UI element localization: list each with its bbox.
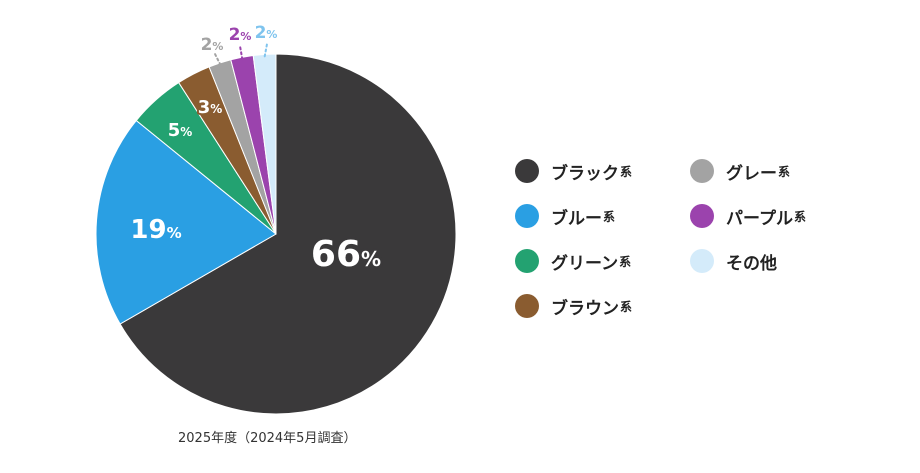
- chart-caption: 2025年度（2024年5月調査）: [178, 431, 357, 446]
- pie-label-black: 66%: [308, 232, 383, 278]
- leader-line-other: [263, 43, 268, 58]
- svg-text:5%: 5%: [168, 120, 193, 141]
- svg-text:2%: 2%: [229, 25, 252, 45]
- pie-label-brown: 3%: [196, 95, 225, 120]
- legend-swatch-other: [690, 249, 714, 273]
- pie-slice-blue: [95, 119, 277, 325]
- legend-suffix-brown: 系: [620, 299, 633, 314]
- legend-swatch-brown: [515, 294, 539, 318]
- svg-text:2%: 2%: [255, 23, 278, 43]
- legend-swatch-black: [515, 159, 539, 183]
- legend-swatch-blue: [515, 204, 539, 228]
- leader-line-gray: [214, 53, 222, 66]
- legend-swatch-purple: [690, 204, 714, 228]
- legend-label-brown: ブラウン: [551, 298, 619, 319]
- legend-label-blue: ブルー: [551, 208, 602, 229]
- legend-item-other: その他: [690, 243, 845, 279]
- legend-swatch-gray: [690, 159, 714, 183]
- leader-line-purple: [239, 45, 244, 61]
- pie-label-purple: 2%: [229, 25, 252, 45]
- svg-text:2%: 2%: [201, 35, 224, 55]
- legend-label-black: ブラック: [551, 163, 619, 184]
- svg-text:3%: 3%: [198, 97, 223, 118]
- legend-suffix-green: 系: [619, 254, 632, 269]
- legend-swatch-green: [515, 249, 539, 273]
- legend-item-black: ブラック系: [515, 153, 690, 189]
- svg-text:66%: 66%: [311, 234, 381, 275]
- legend-item-gray: グレー系: [690, 153, 845, 189]
- pie-slice-black: [119, 53, 457, 415]
- pie-label-blue: 19%: [128, 213, 183, 247]
- legend-suffix-blue: 系: [603, 209, 616, 224]
- legend-item-brown: ブラウン系: [515, 288, 690, 324]
- legend-suffix-purple: 系: [793, 209, 806, 224]
- legend-label-gray: グレー: [726, 163, 777, 184]
- legend-item-green: グリーン系: [515, 243, 690, 279]
- pie-label-gray: 2%: [201, 35, 224, 55]
- svg-text:19%: 19%: [130, 215, 181, 245]
- pie-label-green: 5%: [166, 118, 195, 143]
- legend-item-blue: ブルー系: [515, 198, 690, 234]
- legend-label-purple: パープル: [726, 208, 793, 229]
- legend-suffix-gray: 系: [778, 164, 791, 179]
- legend-label-green: グリーン: [551, 253, 619, 274]
- legend-suffix-black: 系: [620, 164, 633, 179]
- pie-label-other: 2%: [255, 23, 278, 43]
- legend-item-purple: パープル系: [690, 198, 845, 234]
- legend-label-other: その他: [726, 253, 777, 274]
- legend: ブラック系 グレー系 ブルー系 パープル系 グリーン系 その他 ブラウン系: [515, 153, 845, 333]
